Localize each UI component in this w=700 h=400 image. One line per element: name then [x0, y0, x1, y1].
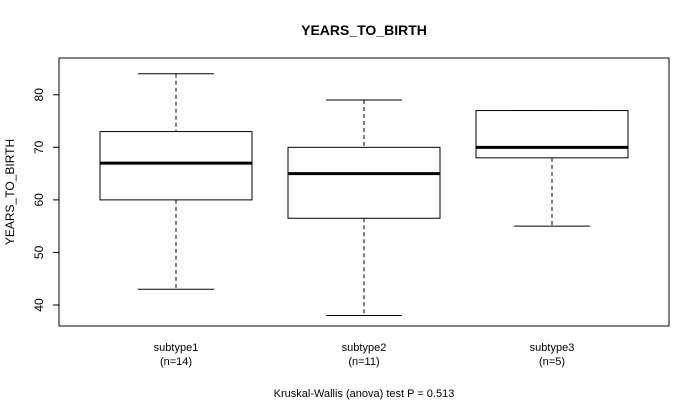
y-tick-label: 70	[32, 140, 46, 154]
category-label: subtype1	[154, 342, 199, 354]
y-axis: 40 50 60 70 80	[32, 88, 60, 312]
iqr-box	[287, 146, 441, 219]
category-label: subtype2	[342, 342, 387, 354]
box-subtype3	[475, 110, 629, 227]
iqr-box	[475, 110, 629, 159]
y-axis-label: YEARS_TO_BIRTH	[3, 139, 17, 245]
category-count: (n=11)	[348, 356, 379, 368]
x-axis-labels: subtype1 (n=14) subtype2 (n=11) subtype3 (n=5…	[154, 342, 575, 368]
category-count: (n=14)	[160, 356, 192, 368]
iqr-box	[99, 131, 253, 201]
y-tick-label: 60	[32, 193, 46, 207]
y-tick-label: 80	[32, 88, 46, 102]
category-count: (n=5)	[539, 356, 565, 368]
y-tick-label: 50	[32, 245, 46, 259]
category-label: subtype3	[530, 342, 575, 354]
boxes-group	[99, 73, 629, 316]
y-tick-label: 40	[32, 298, 46, 312]
box-subtype2	[287, 99, 441, 316]
box-subtype1	[99, 73, 253, 290]
chart-title: YEARS_TO_BIRTH	[301, 22, 427, 38]
test-caption: Kruskal-Wallis (anova) test P = 0.513	[274, 388, 455, 400]
